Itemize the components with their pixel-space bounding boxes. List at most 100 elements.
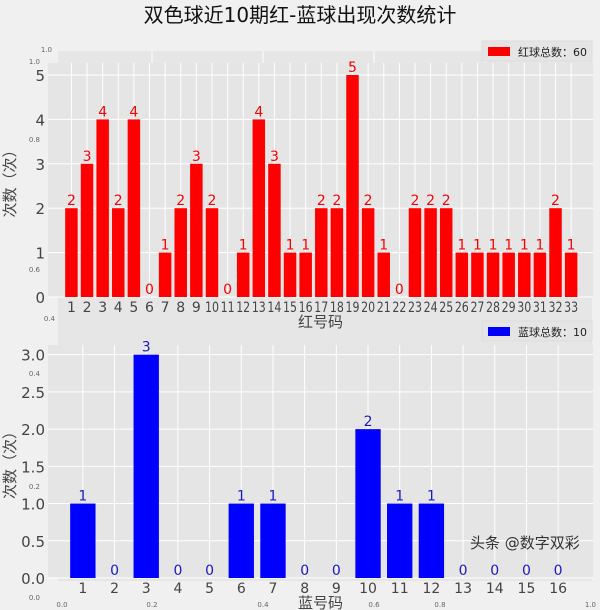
bar-value-label: 0 [554,563,563,579]
x-tick-label: 8 [300,581,309,597]
bar-value-label: 2 [332,193,341,209]
bar-value-label: 1 [567,238,576,254]
bar-blue-11 [387,503,413,578]
x-tick-label: 10 [359,581,377,597]
bar-red-30 [518,252,531,297]
blue-ball-chart: 0.00.51.01.52.02.53.01102330405161708092… [1,320,593,610]
x-tick-label: 17 [314,300,328,316]
x-tick-label: 2 [83,300,92,316]
bar-value-label: 1 [301,238,310,254]
bar-value-label: 5 [348,60,357,76]
bar-value-label: 2 [364,414,373,430]
bar-value-label: 1 [473,238,482,254]
bar-red-20 [361,208,375,297]
bar-value-label: 1 [379,238,388,254]
bar-value-label: 2 [442,193,451,209]
bar-value-label: 0 [332,563,341,579]
bar-value-label: 1 [78,489,87,505]
bar-red-28 [486,252,500,297]
legend: 红球总数：60 [481,40,593,62]
y-tick-label: 0.5 [21,533,45,551]
x-tick-label: 24 [424,300,438,316]
bar-red-12 [236,252,250,297]
bar-red-10 [205,208,219,297]
x-tick-label: 12 [422,581,440,597]
bar-value-label: 2 [176,193,185,209]
bar-red-23 [408,208,422,297]
legend: 蓝球总数：10 [481,320,593,342]
x-tick-label: 3 [98,300,107,316]
legend-label: 蓝球总数：10 [518,325,587,339]
bar-red-4 [112,208,125,297]
x-tick-label: 21 [377,300,391,316]
x-axis-label: 蓝号码 [298,594,343,610]
x-tick-label: 15 [283,300,297,316]
bar-red-19 [346,74,359,297]
x-tick-label: 16 [549,581,567,597]
bar-value-label: 1 [161,238,170,254]
chart-title: 双色球近10期红-蓝球出现次数统计 [144,3,457,27]
bar-value-label: 1 [239,238,248,254]
x-tick-label: 30 [517,300,531,316]
ghost-x-tick-label: 0.4 [257,601,269,609]
x-tick-label: 7 [269,581,278,597]
ghost-y-tick-label: 1.0 [41,46,52,54]
bar-value-label: 1 [520,238,529,254]
ghost-y-tick-label: 0.6 [29,266,41,274]
x-tick-label: 18 [330,300,344,316]
y-tick-label: 0.0 [21,570,45,588]
ghost-x-tick-label: 0.0 [56,601,67,609]
bar-red-2 [80,163,94,297]
ghost-y-tick-label: 0.0 [29,594,40,602]
x-tick-label: 4 [114,300,123,316]
x-tick-label: 8 [176,300,185,316]
ghost-y-tick-label: 0.2 [29,483,40,491]
bar-value-label: 1 [535,238,544,254]
ghost-y-tick-label: 0.4 [44,315,56,323]
bar-red-1 [65,208,78,297]
x-tick-label: 5 [205,581,214,597]
bar-value-label: 2 [208,193,217,209]
bar-value-label: 2 [67,193,76,209]
bar-red-31 [533,252,547,297]
bar-value-label: 0 [173,563,182,579]
x-tick-label: 3 [142,581,151,597]
x-tick-label: 28 [486,300,500,316]
bar-value-label: 1 [489,238,498,254]
bar-value-label: 0 [110,563,119,579]
y-tick-label: 5 [35,67,45,85]
bar-value-label: 4 [254,104,263,120]
bar-value-label: 1 [504,238,513,254]
y-axis-label: 次数（次） [1,424,19,499]
bar-blue-12 [418,503,445,578]
bar-red-33 [564,252,578,297]
x-tick-label: 15 [518,581,536,597]
y-tick-label: 2.0 [21,421,45,439]
x-tick-label: 25 [439,300,453,316]
ghost-x-tick-label: 0.2 [146,601,157,609]
x-tick-label: 20 [361,300,375,316]
ghost-x-tick-label: 0.6 [368,601,380,609]
bar-value-label: 0 [300,563,309,579]
y-tick-label: 2 [35,200,45,218]
bar-value-label: 3 [83,149,92,165]
x-tick-label: 9 [192,300,201,316]
bar-red-29 [502,252,515,297]
bar-red-5 [127,119,141,297]
bar-value-label: 0 [223,282,232,298]
bar-value-label: 2 [114,193,123,209]
bar-value-label: 0 [395,282,404,298]
x-tick-label: 29 [502,300,516,316]
bar-red-26 [455,252,469,297]
bar-value-label: 3 [192,149,201,165]
bar-value-label: 1 [269,489,278,505]
x-tick-label: 11 [391,581,409,597]
x-tick-label: 13 [252,300,266,316]
x-tick-label: 4 [173,581,182,597]
red-ball-chart: 0123452132432445061728392100111124133141… [1,40,593,331]
x-tick-label: 12 [236,300,250,316]
bar-value-label: 1 [427,489,436,505]
y-tick-label: 3 [35,156,45,174]
ghost-y-tick-label: 1.0 [29,58,40,66]
legend-label: 红球总数：60 [518,45,587,59]
